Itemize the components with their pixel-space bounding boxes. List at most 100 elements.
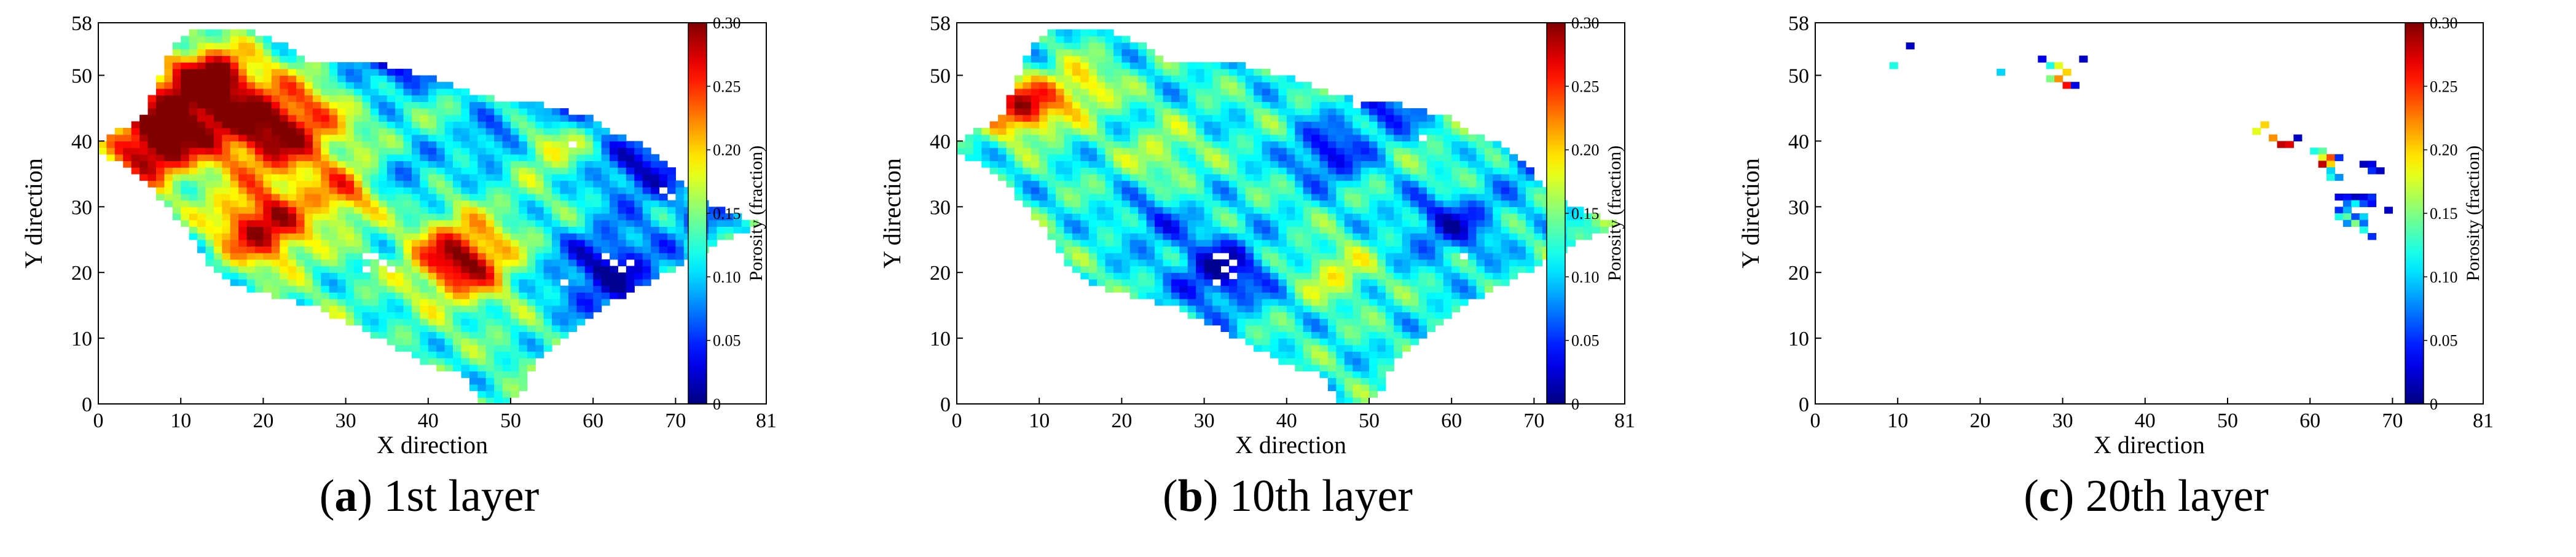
heatmap-cell — [568, 226, 577, 234]
heatmap-cell — [1171, 278, 1180, 286]
heatmap-cell — [164, 121, 173, 128]
heatmap-cell — [395, 272, 404, 280]
heatmap-cell — [263, 285, 272, 293]
heatmap-cell — [1410, 180, 1420, 188]
heatmap-cell — [1303, 298, 1312, 306]
heatmap-cell — [288, 88, 297, 96]
heatmap-cell — [1493, 207, 1502, 214]
heatmap-cell — [1196, 154, 1205, 162]
heatmap-cell — [370, 272, 379, 280]
heatmap-cell — [552, 259, 561, 267]
heatmap-cell — [1196, 108, 1205, 116]
heatmap-cell — [1286, 154, 1295, 162]
heatmap-cell — [280, 75, 289, 82]
heatmap-cell — [626, 173, 635, 181]
heatmap-cell — [2079, 55, 2088, 63]
heatmap-cell — [213, 75, 222, 82]
heatmap-cell — [230, 167, 239, 175]
heatmap-cell — [1368, 384, 1378, 392]
heatmap-cell — [1286, 305, 1295, 312]
heatmap-cell — [1113, 239, 1122, 247]
heatmap-cell — [1270, 259, 1279, 267]
heatmap-cell — [1517, 266, 1526, 273]
heatmap-cell — [527, 246, 536, 253]
heatmap-cell — [1418, 154, 1427, 162]
heatmap-cell — [254, 253, 264, 260]
heatmap-cell — [271, 292, 280, 299]
heatmap-cell — [1187, 128, 1196, 135]
heatmap-cell — [1072, 148, 1081, 155]
heatmap-cell — [1410, 325, 1420, 333]
heatmap-cell — [1451, 121, 1461, 128]
heatmap-cell — [139, 148, 149, 155]
heatmap-cell — [280, 95, 289, 102]
heatmap-cell — [543, 114, 552, 122]
heatmap-cell — [1368, 371, 1378, 378]
heatmap-cell — [337, 68, 347, 76]
heatmap-cell — [304, 187, 313, 194]
heatmap-cell — [535, 272, 544, 280]
heatmap-cell — [1129, 128, 1139, 135]
heatmap-cell — [1410, 259, 1420, 267]
heatmap-cell — [370, 68, 379, 76]
heatmap-cell — [181, 160, 190, 168]
heatmap-cell — [453, 207, 462, 214]
heatmap-cell — [510, 358, 520, 365]
heatmap-cell — [519, 246, 528, 253]
heatmap-cell — [1121, 108, 1131, 116]
heatmap-cell — [485, 160, 495, 168]
heatmap-cell — [1088, 180, 1098, 188]
heatmap-cell — [675, 246, 685, 253]
heatmap-cell — [1336, 121, 1345, 128]
heatmap-cell — [1129, 226, 1139, 234]
heatmap-cell — [304, 226, 313, 234]
heatmap-cell — [1129, 259, 1139, 267]
heatmap-cell — [494, 226, 503, 234]
heatmap-cell — [651, 213, 660, 221]
heatmap-cell — [1171, 75, 1180, 82]
heatmap-cell — [370, 180, 379, 188]
heatmap-cell — [485, 259, 495, 267]
heatmap-cell — [1311, 128, 1321, 135]
heatmap-cell — [1245, 167, 1254, 175]
heatmap-cell — [1319, 167, 1329, 175]
heatmap-cell — [527, 187, 536, 194]
heatmap-cell — [1245, 187, 1254, 194]
heatmap-cell — [1196, 187, 1205, 194]
heatmap-cell — [1303, 358, 1312, 365]
heatmap-cell — [568, 312, 577, 319]
heatmap-cell — [1303, 253, 1312, 260]
heatmap-cell — [1254, 298, 1263, 306]
heatmap-cell — [280, 193, 289, 201]
heatmap-cell — [1517, 180, 1526, 188]
heatmap-cell — [1468, 233, 1477, 240]
heatmap-cell — [1262, 160, 1271, 168]
heatmap-cell — [1072, 233, 1081, 240]
heatmap-cell — [1319, 101, 1329, 109]
heatmap-cell — [461, 219, 470, 227]
heatmap-cell — [568, 180, 577, 188]
heatmap-cell — [181, 219, 190, 227]
heatmap-cell — [1295, 325, 1304, 333]
heatmap-cell — [543, 167, 552, 175]
heatmap-cell — [1410, 141, 1420, 148]
colorbar-label: Porosity (fraction) — [1604, 146, 1625, 282]
heatmap-cell — [1179, 134, 1188, 142]
heatmap-cell — [329, 187, 338, 194]
heatmap-cell — [1220, 272, 1230, 280]
heatmap-cell — [1353, 384, 1362, 392]
heatmap-cell — [395, 187, 404, 194]
heatmap-cell — [263, 95, 272, 102]
heatmap-cell — [213, 226, 222, 234]
heatmap-cell — [304, 134, 313, 142]
heatmap-cell — [280, 42, 289, 50]
heatmap-cell — [312, 128, 321, 135]
heatmap-cell — [436, 285, 446, 293]
heatmap-cell — [1212, 88, 1222, 96]
heatmap-cell — [485, 358, 495, 365]
heatmap-cell — [651, 219, 660, 227]
heatmap-cell — [1121, 62, 1131, 69]
heatmap-cell — [1286, 95, 1295, 102]
heatmap-cell — [494, 160, 503, 168]
heatmap-cell — [296, 272, 305, 280]
